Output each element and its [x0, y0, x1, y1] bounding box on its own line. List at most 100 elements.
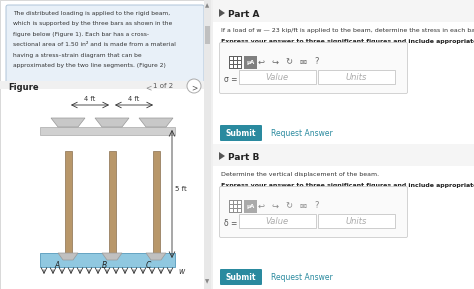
Bar	[213, 22, 474, 137]
Text: >: >	[191, 83, 197, 92]
Bar	[244, 200, 257, 213]
Text: C: C	[146, 260, 151, 270]
Text: Value: Value	[265, 216, 289, 225]
FancyBboxPatch shape	[220, 125, 262, 141]
Bar	[213, 21, 474, 22]
Bar	[109, 151, 116, 253]
Bar	[205, 26, 210, 44]
Text: ↪: ↪	[272, 58, 279, 66]
Bar	[318, 70, 395, 84]
Bar	[213, 144, 474, 166]
Text: Express your answer to three significant figures and include appropriate units.: Express your answer to three significant…	[221, 183, 474, 188]
Bar	[229, 56, 242, 69]
Text: ↩: ↩	[257, 201, 264, 210]
Bar	[230, 201, 233, 204]
Text: having a stress–strain diagram that can be: having a stress–strain diagram that can …	[13, 53, 142, 58]
Bar	[234, 65, 237, 68]
Text: A: A	[54, 260, 59, 270]
Text: Submit: Submit	[226, 273, 256, 281]
Bar	[0, 88, 210, 89]
Text: Request Answer: Request Answer	[271, 129, 333, 138]
Bar	[238, 61, 241, 64]
Text: ↪: ↪	[272, 201, 279, 210]
Text: ▲: ▲	[205, 3, 209, 8]
Text: ↩: ↩	[257, 58, 264, 66]
Text: Figure: Figure	[8, 83, 38, 92]
Text: Express your answer to three significant figures and include appropriate units.: Express your answer to three significant…	[221, 39, 474, 44]
Bar	[213, 0, 474, 22]
Text: 5 ft: 5 ft	[175, 186, 187, 192]
Bar	[230, 61, 233, 64]
Text: ↻: ↻	[285, 58, 292, 66]
Bar	[40, 253, 175, 267]
Text: If a load of w — 23 kip/ft is applied to the beam, determine the stress in each : If a load of w — 23 kip/ft is applied to…	[221, 28, 474, 33]
Polygon shape	[51, 118, 85, 127]
Bar	[213, 0, 474, 289]
Text: Units: Units	[346, 216, 367, 225]
Text: 4 ft: 4 ft	[128, 96, 140, 102]
FancyBboxPatch shape	[219, 186, 408, 238]
Text: 4 ft: 4 ft	[84, 96, 96, 102]
Bar	[318, 214, 395, 228]
Bar	[229, 200, 242, 213]
Polygon shape	[146, 253, 166, 260]
Text: w: w	[178, 268, 184, 277]
Bar	[239, 70, 316, 84]
Bar	[153, 151, 160, 253]
Text: Request Answer: Request Answer	[271, 273, 333, 281]
Text: Units: Units	[346, 73, 367, 81]
Text: figure below (Figure 1). Each bar has a cross-: figure below (Figure 1). Each bar has a …	[13, 32, 149, 37]
Text: ▼: ▼	[205, 279, 209, 284]
Polygon shape	[58, 253, 78, 260]
Text: μA: μA	[246, 204, 255, 209]
Bar	[230, 65, 233, 68]
Bar	[238, 65, 241, 68]
Text: The distributed loading is applied to the rigid beam,: The distributed loading is applied to th…	[13, 11, 170, 16]
Bar	[238, 205, 241, 208]
FancyBboxPatch shape	[6, 5, 204, 83]
Text: σ =: σ =	[224, 75, 237, 84]
Bar	[40, 127, 175, 135]
Bar	[239, 214, 316, 228]
Bar	[213, 166, 474, 289]
Text: ?: ?	[315, 58, 319, 66]
FancyBboxPatch shape	[220, 269, 262, 285]
Bar	[238, 209, 241, 212]
Polygon shape	[219, 9, 225, 17]
Bar	[234, 61, 237, 64]
Text: Determine the vertical displacement of the beam.: Determine the vertical displacement of t…	[221, 172, 379, 177]
Bar	[230, 57, 233, 60]
Polygon shape	[139, 118, 173, 127]
Circle shape	[187, 79, 201, 93]
Text: B: B	[102, 260, 107, 270]
Bar	[230, 205, 233, 208]
Polygon shape	[95, 118, 129, 127]
Bar	[65, 151, 72, 253]
Polygon shape	[219, 152, 225, 160]
Text: ?: ?	[315, 201, 319, 210]
Text: Value: Value	[265, 73, 289, 81]
Text: approximated by the two line segments. (Figure 2): approximated by the two line segments. (…	[13, 64, 166, 68]
Bar	[234, 205, 237, 208]
Text: sectional area of 1.50 in² and is made from a material: sectional area of 1.50 in² and is made f…	[13, 42, 176, 47]
Bar	[234, 57, 237, 60]
Bar	[0, 81, 210, 89]
Bar	[234, 209, 237, 212]
Text: ↻: ↻	[285, 201, 292, 210]
Bar	[230, 209, 233, 212]
Text: 1 of 2: 1 of 2	[153, 83, 173, 89]
Text: ✉: ✉	[300, 201, 307, 210]
FancyBboxPatch shape	[219, 42, 408, 94]
Bar	[0, 0, 210, 289]
Text: Submit: Submit	[226, 129, 256, 138]
Bar	[234, 201, 237, 204]
Polygon shape	[102, 253, 122, 260]
Bar	[238, 57, 241, 60]
Bar	[204, 0, 211, 289]
Text: Part B: Part B	[228, 153, 259, 162]
Text: μA: μA	[246, 60, 255, 65]
Bar	[244, 56, 257, 69]
Text: <: <	[145, 83, 151, 92]
Text: δ =: δ =	[224, 218, 237, 227]
Bar	[238, 201, 241, 204]
